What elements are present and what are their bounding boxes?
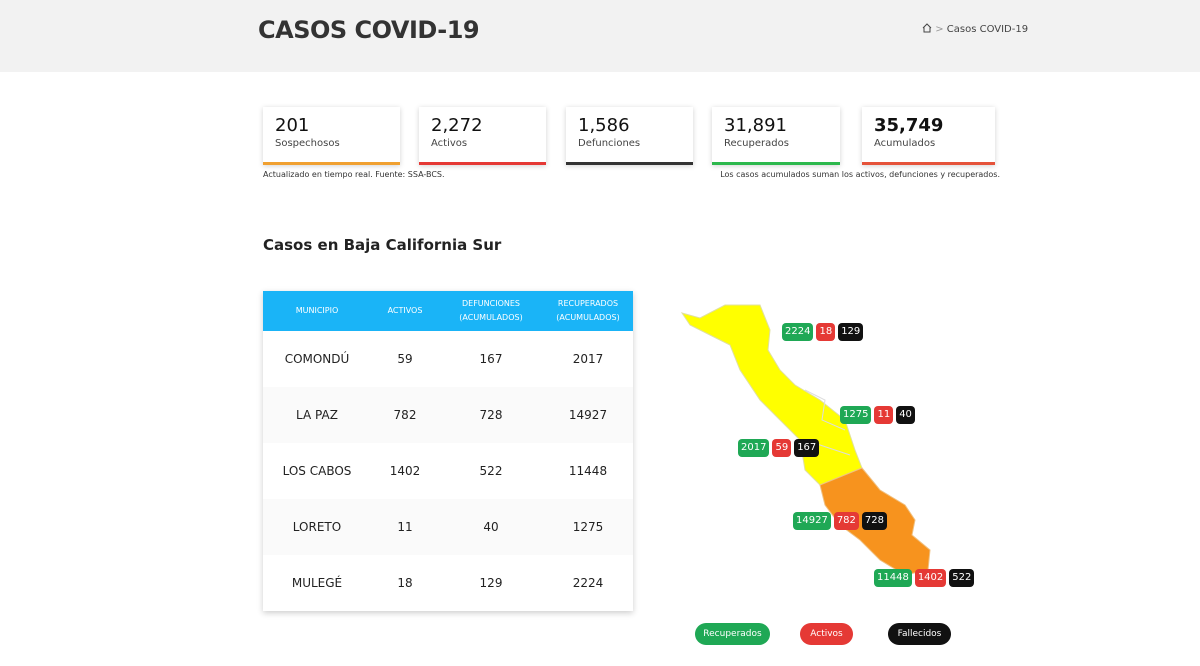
legend-item: Activos [800, 623, 853, 645]
header-bar [0, 0, 1200, 72]
table-cell: 522 [479, 464, 503, 478]
map-badge-group: 2017 59 167 [738, 439, 820, 457]
map-badge: 14927 [793, 512, 831, 530]
stat-value: 1,586 [578, 115, 630, 136]
map-badge-group: 2224 18 129 [782, 323, 864, 341]
table-cell: 11 [371, 499, 439, 555]
note: Actualizado en tiempo real. Fuente: SSA-… [263, 170, 445, 179]
map-badge-group: 1275 11 40 [840, 406, 915, 424]
table-cell: 728 [439, 387, 543, 443]
table-cell: 129 [479, 576, 503, 590]
legend-item: Fallecidos [888, 623, 951, 645]
column-header: RECUPERADOS (ACUMULADOS) [543, 291, 633, 331]
table-cell: MULEGÉ [291, 576, 343, 590]
table-cell: LORETO [263, 499, 371, 555]
map-badge: 40 [896, 406, 915, 424]
table-row: COMONDÚ 59 167 2017 [263, 331, 633, 387]
table-cell: 1275 [543, 499, 633, 555]
map-badge: 1402 [914, 569, 947, 587]
table-cell: 782 [371, 387, 439, 443]
stat-value: 2,272 [431, 115, 483, 136]
table-cell: LOS CABOS [282, 464, 352, 478]
note: Los casos acumulados suman los activos, … [720, 170, 1000, 179]
table: MUNICIPIO ACTIVOS DEFUNCIONES (ACUMULADO… [263, 291, 633, 611]
header-row: MUNICIPIO ACTIVOS DEFUNCIONES (ACUMULADO… [263, 291, 633, 331]
table-cell: COMONDÚ [284, 352, 350, 366]
map-badge: 1275 [840, 406, 872, 424]
table-cell: 2017 [572, 352, 604, 366]
table-cell: LA PAZ [263, 387, 371, 443]
map-badge: 129 [838, 323, 864, 341]
stat-value: 31,891 [724, 115, 787, 136]
column-header: MUNICIPIO [263, 291, 371, 331]
stat-label: Recuperados [724, 138, 789, 149]
table-row: LA PAZ 782 728 14927 [263, 387, 633, 443]
stat-card: 1,586 Defunciones [566, 107, 693, 165]
section-title: Casos en Baja California Sur [263, 236, 502, 254]
stat-label: Activos [431, 138, 468, 149]
column-header: DEFUNCIONES (ACUMULADOS) [439, 291, 543, 331]
stat-value: 35,749 [874, 115, 944, 136]
map-badge: 2017 [738, 439, 770, 457]
stat-card: 2,272 Activos [419, 107, 546, 165]
stat-value: 201 [275, 115, 310, 136]
table-cell: 2224 [572, 576, 604, 590]
map-badge: 782 [833, 512, 859, 530]
column-header: ACTIVOS [371, 291, 439, 331]
stat-label: Acumulados [874, 138, 936, 149]
legend-item: Recuperados [695, 623, 770, 645]
map-badge: 11448 [874, 569, 912, 587]
stat-card: 35,749 Acumulados [862, 107, 995, 165]
map-badge: 522 [949, 569, 975, 587]
map-badge: 18 [816, 323, 836, 341]
table-cell: 167 [479, 352, 503, 366]
map-badge: 2224 [782, 323, 814, 341]
cases-table: MUNICIPIO ACTIVOS DEFUNCIONES (ACUMULADO… [263, 291, 633, 611]
stat-label: Sospechosos [275, 138, 340, 149]
table-cell: 59 [397, 352, 413, 366]
breadcrumb-item: Casos COVID-19 [946, 24, 1029, 35]
stat-card: 31,891 Recuperados [712, 107, 840, 165]
map-badge-group: 11448 1402 522 [874, 569, 975, 587]
map-badge: 728 [861, 512, 887, 530]
table-row: LOS CABOS 1402 522 11448 [263, 443, 633, 499]
map-badge: 11 [874, 406, 894, 424]
map-badge: 59 [772, 439, 792, 457]
table-cell: 14927 [543, 387, 633, 443]
table-cell: 11448 [568, 464, 608, 478]
table-cell: 1402 [389, 464, 421, 478]
table-row: LORETO 11 40 1275 [263, 499, 633, 555]
table-cell: 40 [439, 499, 543, 555]
table-row: MULEGÉ 18 129 2224 [263, 555, 633, 611]
page-title: CASOS COVID-19 [258, 16, 480, 44]
home-icon[interactable] [922, 23, 932, 33]
breadcrumb: > Casos COVID-19 [922, 23, 1028, 35]
stat-label: Defunciones [578, 138, 641, 149]
table-cell: 18 [397, 576, 413, 590]
map-badge-group: 14927 782 728 [793, 512, 887, 530]
stat-card: 201 Sospechosos [263, 107, 400, 165]
map-badge: 167 [794, 439, 820, 457]
